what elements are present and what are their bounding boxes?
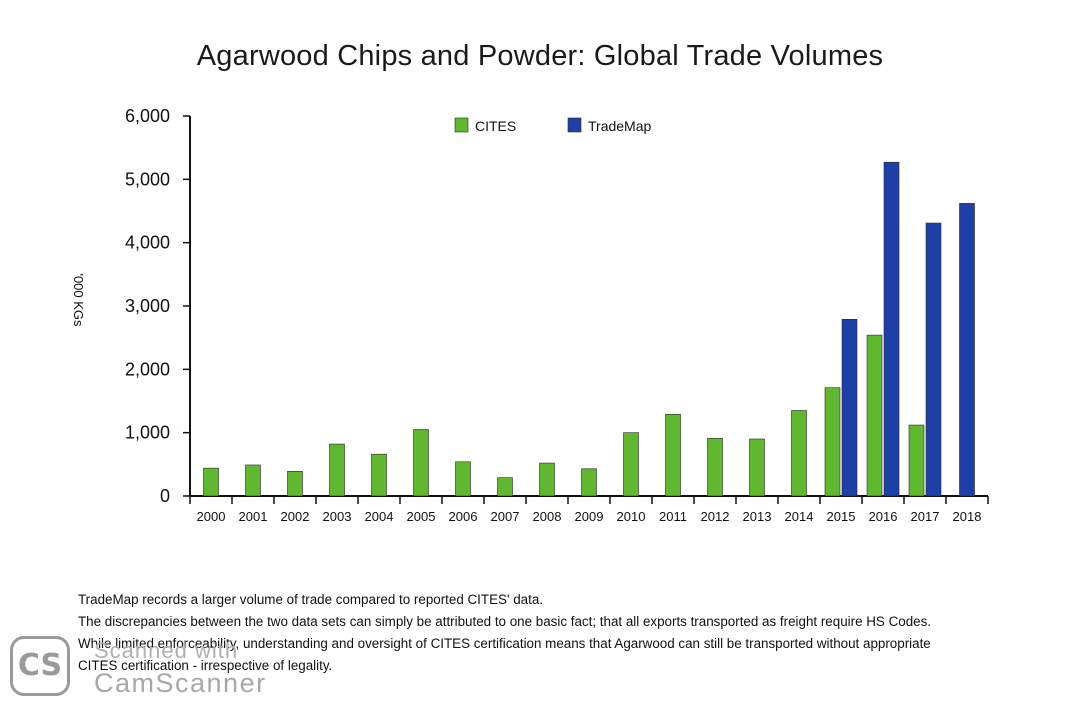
bar-cites-2002 bbox=[287, 470, 303, 497]
x-tick-label: 2017 bbox=[911, 509, 940, 524]
watermark-line-2: CamScanner bbox=[94, 668, 267, 698]
x-tick-label: 2016 bbox=[869, 509, 898, 524]
y-tick-label: 0 bbox=[160, 486, 170, 506]
bar-cites-2003 bbox=[329, 443, 345, 497]
bar-cites-2001 bbox=[245, 464, 261, 497]
bar-cites-2007 bbox=[497, 477, 513, 497]
chart-title: Agarwood Chips and Powder: Global Trade … bbox=[196, 40, 884, 72]
x-tick-label: 2018 bbox=[953, 509, 982, 524]
bar-trademap-2015 bbox=[841, 318, 858, 497]
footnote-line-2: The discrepancies between the two data s… bbox=[78, 614, 931, 629]
bar-trademap-2018 bbox=[959, 203, 975, 497]
x-tick-label: 2009 bbox=[575, 509, 604, 524]
x-tick-label: 2000 bbox=[197, 509, 226, 524]
y-axis-title: '000 KGs bbox=[71, 273, 86, 327]
x-tick-label: 2006 bbox=[449, 509, 478, 524]
y-axis: 0 1,000 2,000 3,000 4,000 5,000 6,000 bbox=[125, 106, 191, 506]
legend-label-trademap: TradeMap bbox=[588, 118, 652, 134]
y-tick-label: 4,000 bbox=[125, 233, 170, 253]
bar-cites-2005 bbox=[413, 429, 429, 497]
camscanner-logo-icon: CS bbox=[10, 636, 70, 696]
x-tick-label: 2008 bbox=[533, 509, 562, 524]
y-tick-label: 5,000 bbox=[125, 169, 170, 189]
footnote-line-3: While limited enforceability, understand… bbox=[78, 636, 931, 651]
x-tick-label: 2015 bbox=[827, 509, 856, 524]
bar-cites-2009 bbox=[581, 468, 597, 497]
bar-cites-2000 bbox=[203, 467, 219, 497]
bar-cites-2015 bbox=[824, 387, 841, 497]
footnote-line-4: CITES certification - irrespective of le… bbox=[78, 658, 333, 673]
x-tick-label: 2004 bbox=[365, 509, 394, 524]
x-tick-label: 2001 bbox=[239, 509, 268, 524]
x-tick-label: 2003 bbox=[323, 509, 352, 524]
camscanner-watermark: CS Scanned with CamScanner bbox=[10, 636, 300, 706]
x-tick-label: 2005 bbox=[407, 509, 436, 524]
legend: CITES TradeMap bbox=[454, 117, 652, 134]
y-tick-label: 2,000 bbox=[125, 359, 170, 379]
x-tick-label: 2010 bbox=[617, 509, 646, 524]
bar-cites-2012 bbox=[707, 438, 723, 497]
bar-trademap-2016 bbox=[883, 161, 900, 497]
x-tick-label: 2013 bbox=[743, 509, 772, 524]
bar-cites-2004 bbox=[371, 453, 387, 497]
bar-cites-2017 bbox=[908, 424, 925, 497]
legend-swatch-trademap bbox=[567, 117, 582, 133]
x-tick-label: 2007 bbox=[491, 509, 520, 524]
bar-cites-2008 bbox=[539, 462, 555, 497]
bar-cites-2014 bbox=[791, 410, 807, 497]
x-tick-label: 2011 bbox=[659, 509, 687, 524]
x-axis: 2000 2001 2002 2003 2004 2005 2006 2007 2008 2009… bbox=[189, 495, 989, 524]
bar-cites-2006 bbox=[455, 461, 471, 497]
bar-cites-2013 bbox=[749, 438, 765, 497]
x-tick-label: 2014 bbox=[785, 509, 814, 524]
legend-label-cites: CITES bbox=[475, 118, 516, 134]
footnote-line-1: TradeMap records a larger volume of trad… bbox=[78, 592, 544, 607]
x-tick-label: 2012 bbox=[701, 509, 730, 524]
y-tick-label: 1,000 bbox=[125, 423, 170, 443]
y-tick-label: 3,000 bbox=[125, 296, 170, 316]
bar-cites-2011 bbox=[665, 413, 681, 497]
bar-cites-2010 bbox=[623, 432, 639, 497]
bar-trademap-2017 bbox=[925, 222, 942, 497]
x-tick-label: 2002 bbox=[281, 509, 310, 524]
footnote: TradeMap records a larger volume of trad… bbox=[78, 589, 1058, 677]
y-tick-label: 6,000 bbox=[125, 106, 170, 126]
bars bbox=[203, 161, 975, 497]
watermark-line-1: Scanned with bbox=[94, 638, 239, 663]
legend-swatch-cites bbox=[454, 117, 469, 133]
bar-cites-2016 bbox=[866, 334, 883, 497]
